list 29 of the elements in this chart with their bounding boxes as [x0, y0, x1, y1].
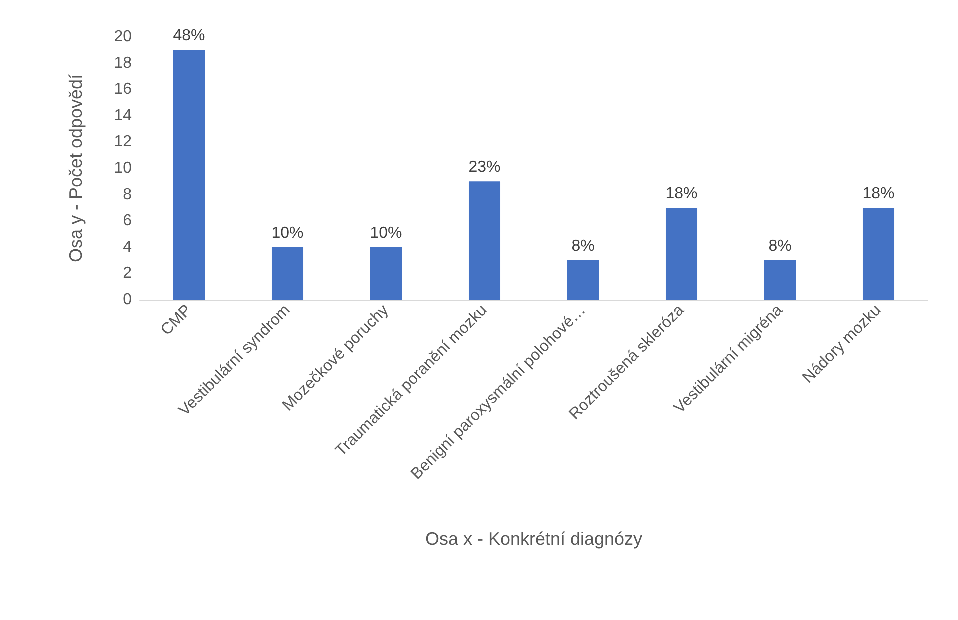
y-tick-label: 0 — [123, 292, 132, 308]
y-tick-label: 20 — [114, 28, 132, 46]
x-axis-title: Osa x - Konkrétní diagnózy — [425, 529, 643, 549]
y-tick-label: 6 — [123, 212, 132, 230]
y-tick-label: 4 — [123, 238, 132, 256]
bar — [764, 260, 796, 300]
bar — [370, 247, 402, 300]
y-tick-label: 12 — [114, 134, 132, 151]
y-tick-label: 16 — [114, 81, 132, 98]
y-tick-label: 8 — [123, 186, 132, 204]
bar — [567, 260, 600, 300]
y-axis-title: Osa y - Počet odpovědí — [66, 74, 86, 263]
y-tick-label: 18 — [114, 54, 132, 72]
bar — [862, 208, 895, 300]
annotation: 23% — [468, 159, 501, 176]
y-tick-label: 10 — [114, 160, 132, 177]
bar — [666, 208, 698, 300]
annotation: 8% — [768, 238, 792, 256]
bar — [173, 50, 206, 300]
y-tick-label: 2 — [123, 265, 132, 282]
bar — [272, 247, 304, 300]
annotation: 18% — [666, 185, 698, 202]
annotation: 10% — [370, 224, 402, 242]
annotation: 18% — [862, 185, 895, 202]
annotation: 48% — [173, 28, 206, 45]
annotation: 8% — [572, 238, 595, 256]
y-tick-label: 14 — [114, 107, 132, 124]
bar — [468, 182, 501, 300]
annotation: 10% — [272, 224, 304, 242]
